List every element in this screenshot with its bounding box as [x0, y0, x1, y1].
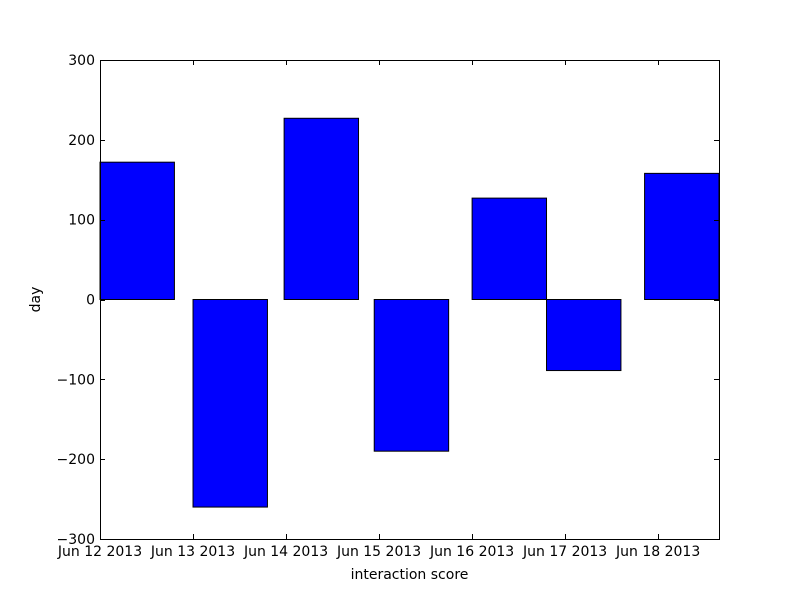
x-tick-label: Jun 15 2013 — [336, 544, 421, 560]
y-tick-label: −200 — [57, 452, 95, 468]
y-tick-label: −300 — [57, 532, 95, 548]
bar-1 — [99, 161, 175, 300]
x-tick-label: Jun 18 2013 — [615, 544, 700, 560]
x-tick-label: Jun 16 2013 — [429, 544, 514, 560]
y-tick-label: 100 — [68, 213, 95, 229]
x-tick-label: Jun 13 2013 — [150, 544, 235, 560]
ticks-layer: −300 −200 −100 0 100 200 300 Jun 12 2013 Jun 13 … — [57, 53, 719, 560]
bar-4 — [373, 299, 450, 452]
x-tick-label: Jun 12 2013 — [57, 544, 142, 560]
bars-layer — [99, 117, 720, 508]
x-tick-label: Jun 17 2013 — [522, 544, 607, 560]
y-axis-label: day — [28, 287, 44, 313]
y-tick-label: 300 — [68, 53, 95, 69]
y-tick-label: 0 — [86, 293, 95, 309]
y-tick-label: 200 — [68, 133, 95, 149]
y-tick-label: −100 — [57, 372, 95, 388]
bar-5 — [471, 197, 548, 300]
bar-7 — [644, 172, 720, 300]
bar-6 — [546, 299, 622, 372]
x-axis-label: interaction score — [351, 567, 469, 583]
bar-3 — [283, 117, 360, 300]
x-tick-label: Jun 14 2013 — [243, 544, 328, 560]
bar-2 — [192, 299, 268, 508]
axes-frame — [100, 60, 720, 540]
